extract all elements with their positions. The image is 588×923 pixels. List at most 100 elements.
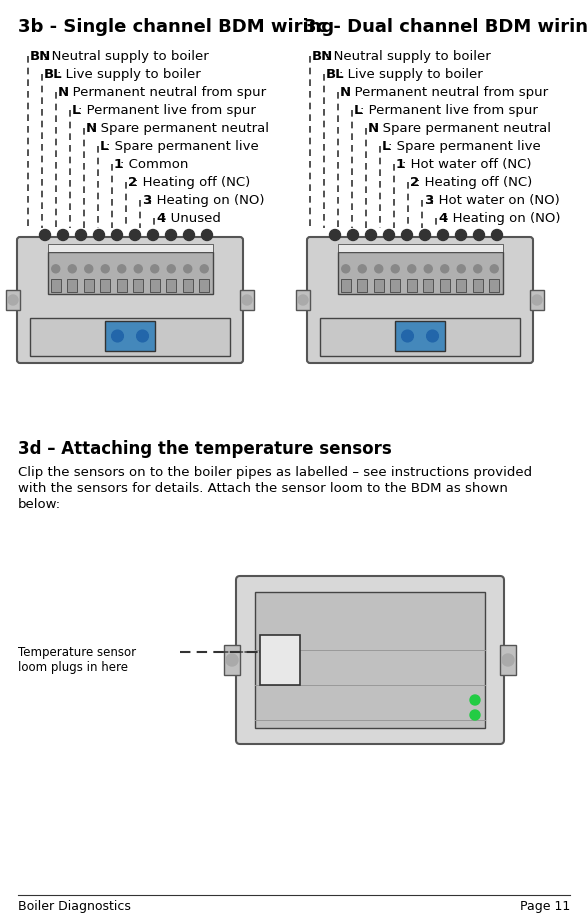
- Circle shape: [425, 265, 432, 273]
- Text: : Spare permanent live: : Spare permanent live: [389, 140, 541, 153]
- Bar: [224, 645, 240, 675]
- Bar: [473, 280, 483, 292]
- Circle shape: [407, 265, 416, 273]
- Text: : Live supply to boiler: : Live supply to boiler: [57, 68, 201, 81]
- Bar: [48, 252, 212, 294]
- Text: : Heating on (NO): : Heating on (NO): [149, 194, 265, 207]
- Circle shape: [492, 230, 503, 241]
- Text: : Heating off (NC): : Heating off (NC): [135, 176, 250, 189]
- Circle shape: [167, 265, 175, 273]
- Bar: [105, 321, 155, 351]
- Text: L: L: [72, 104, 81, 117]
- Bar: [240, 290, 254, 310]
- Bar: [390, 280, 400, 292]
- Circle shape: [75, 230, 86, 241]
- Text: : Heating off (NC): : Heating off (NC): [416, 176, 533, 189]
- Bar: [296, 290, 310, 310]
- Bar: [374, 280, 384, 292]
- Circle shape: [456, 230, 466, 241]
- Bar: [260, 635, 300, 685]
- Circle shape: [52, 265, 60, 273]
- Bar: [338, 244, 503, 252]
- Circle shape: [118, 265, 126, 273]
- FancyBboxPatch shape: [307, 237, 533, 363]
- Circle shape: [112, 230, 122, 241]
- Text: Clip the sensors on to the boiler pipes as labelled – see instructions provided: Clip the sensors on to the boiler pipes …: [18, 466, 532, 479]
- Circle shape: [183, 265, 192, 273]
- Text: N: N: [368, 122, 379, 135]
- Text: below:: below:: [18, 498, 61, 511]
- Text: : Spare permanent neutral: : Spare permanent neutral: [92, 122, 269, 135]
- Circle shape: [39, 230, 51, 241]
- Bar: [338, 252, 503, 294]
- Bar: [117, 280, 127, 292]
- Text: : Common: : Common: [121, 158, 189, 171]
- Bar: [199, 280, 209, 292]
- Text: 1: 1: [114, 158, 123, 171]
- Circle shape: [490, 265, 498, 273]
- Text: Temperature sensor
loom plugs in here: Temperature sensor loom plugs in here: [18, 646, 136, 674]
- Text: L: L: [354, 104, 362, 117]
- Text: : Hot water on (NO): : Hot water on (NO): [430, 194, 560, 207]
- Text: N: N: [86, 122, 97, 135]
- Text: 1: 1: [396, 158, 405, 171]
- FancyBboxPatch shape: [236, 576, 504, 744]
- Circle shape: [358, 265, 366, 273]
- Text: : Spare permanent neutral: : Spare permanent neutral: [375, 122, 552, 135]
- Circle shape: [148, 230, 159, 241]
- Circle shape: [151, 265, 159, 273]
- Bar: [30, 318, 230, 356]
- Text: Boiler Diagnostics: Boiler Diagnostics: [18, 900, 131, 913]
- Text: : Live supply to boiler: : Live supply to boiler: [339, 68, 483, 81]
- Circle shape: [136, 330, 149, 342]
- Text: : Permanent neutral from spur: : Permanent neutral from spur: [65, 86, 266, 99]
- Bar: [423, 280, 433, 292]
- Text: with the sensors for details. Attach the sensor loom to the BDM as shown: with the sensors for details. Attach the…: [18, 482, 508, 495]
- Bar: [166, 280, 176, 292]
- Text: BN: BN: [30, 50, 51, 63]
- Bar: [456, 280, 466, 292]
- Text: : Permanent live from spur: : Permanent live from spur: [79, 104, 256, 117]
- FancyBboxPatch shape: [17, 237, 243, 363]
- Text: : Hot water off (NC): : Hot water off (NC): [403, 158, 532, 171]
- Circle shape: [129, 230, 141, 241]
- Bar: [358, 280, 368, 292]
- Text: : Neutral supply to boiler: : Neutral supply to boiler: [43, 50, 209, 63]
- Circle shape: [441, 265, 449, 273]
- Circle shape: [532, 295, 542, 305]
- Bar: [530, 290, 544, 310]
- Circle shape: [101, 265, 109, 273]
- Text: L: L: [382, 140, 390, 153]
- Circle shape: [134, 265, 142, 273]
- Bar: [67, 280, 77, 292]
- Text: : Permanent live from spur: : Permanent live from spur: [360, 104, 539, 117]
- Bar: [407, 280, 417, 292]
- Text: 2: 2: [128, 176, 137, 189]
- Circle shape: [402, 330, 413, 342]
- Circle shape: [226, 654, 238, 666]
- Circle shape: [201, 265, 208, 273]
- Circle shape: [58, 230, 68, 241]
- Circle shape: [375, 265, 383, 273]
- Circle shape: [242, 295, 252, 305]
- Circle shape: [474, 265, 482, 273]
- Circle shape: [298, 295, 308, 305]
- Circle shape: [183, 230, 195, 241]
- Circle shape: [85, 265, 93, 273]
- Circle shape: [470, 710, 480, 720]
- Bar: [150, 280, 160, 292]
- Circle shape: [93, 230, 105, 241]
- Bar: [6, 290, 20, 310]
- Text: : Permanent neutral from spur: : Permanent neutral from spur: [346, 86, 549, 99]
- Circle shape: [165, 230, 176, 241]
- Circle shape: [348, 230, 359, 241]
- Circle shape: [419, 230, 430, 241]
- Text: : Heating on (NO): : Heating on (NO): [445, 212, 561, 225]
- Bar: [489, 280, 499, 292]
- Circle shape: [470, 695, 480, 705]
- Bar: [100, 280, 111, 292]
- Text: BL: BL: [44, 68, 63, 81]
- Circle shape: [391, 265, 399, 273]
- Bar: [83, 280, 93, 292]
- Bar: [395, 321, 445, 351]
